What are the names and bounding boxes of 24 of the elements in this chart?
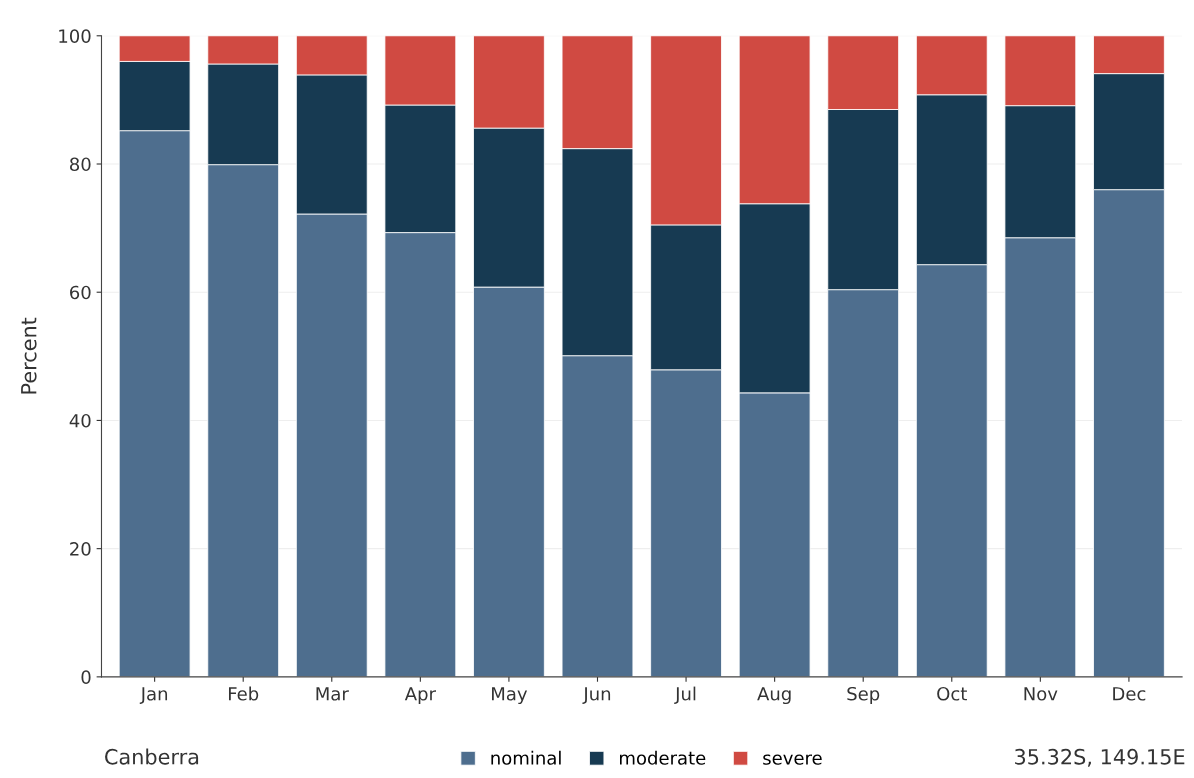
x-tick-label: Nov [1024, 687, 1058, 701]
legend-label: severe [763, 754, 822, 765]
x-tick-label: Feb [228, 686, 259, 701]
y-tick-label: 100 [59, 29, 91, 43]
x-tick-label: Jan [139, 687, 168, 704]
y-tick-label: 60 [70, 285, 91, 300]
legend-label: moderate [620, 750, 706, 765]
x-tick-label: Dec [1113, 687, 1146, 701]
x-tick-label: May [492, 687, 528, 705]
x-tick-label: Jul [674, 686, 696, 704]
x-tick-label: Sep [847, 686, 880, 705]
x-tick-label: Apr [404, 687, 436, 705]
text: Canberra [105, 748, 199, 765]
y-tick-label: 80 [70, 157, 91, 172]
y-tick-label: 0 [81, 670, 91, 684]
text: 35.32S, 149.15E [1015, 748, 1185, 767]
x-tick-label: Oct [937, 686, 967, 701]
x-tick-label: Jun [582, 687, 611, 704]
legend-label: nominal [491, 750, 561, 765]
y-axis-title: Percent [21, 317, 37, 394]
x-tick-label: Aug [757, 687, 791, 705]
x-tick-label: Mar [316, 687, 349, 701]
y-tick-label: 40 [69, 413, 91, 428]
y-tick-label: 20 [70, 542, 91, 556]
